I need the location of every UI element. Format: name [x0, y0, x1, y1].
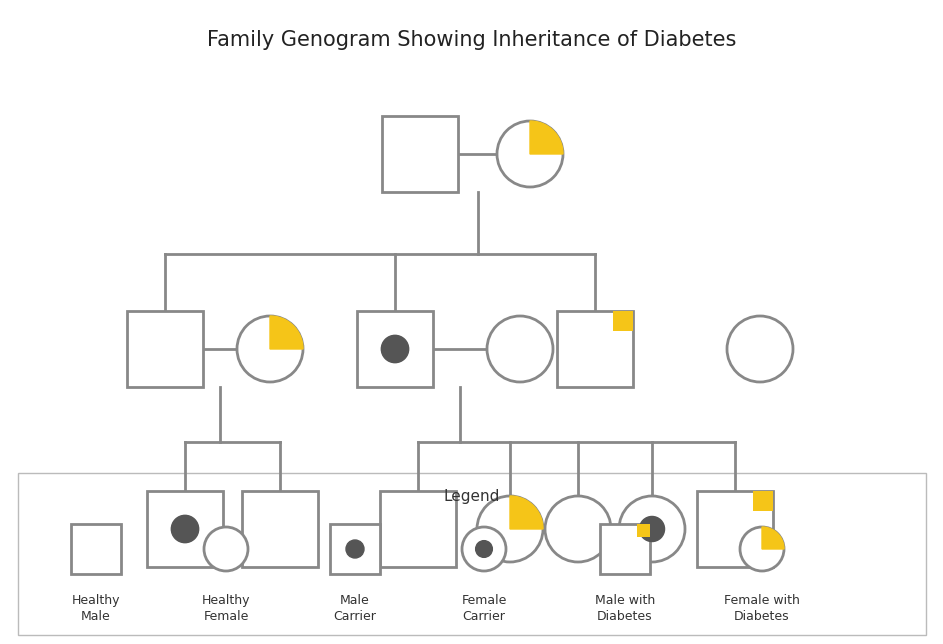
Circle shape — [172, 515, 199, 543]
Bar — [18, 473, 926, 635]
Text: Healthy
Male: Healthy Male — [72, 594, 121, 623]
Bar — [242, 491, 318, 567]
Ellipse shape — [204, 527, 248, 571]
Polygon shape — [510, 496, 543, 529]
Circle shape — [639, 516, 665, 542]
Bar — [147, 491, 223, 567]
Text: Female with
Diabetes: Female with Diabetes — [724, 594, 800, 623]
Bar — [600, 524, 650, 574]
Ellipse shape — [477, 496, 543, 562]
Ellipse shape — [619, 496, 685, 562]
Polygon shape — [762, 527, 784, 549]
Bar — [557, 311, 633, 387]
Text: Legend: Legend — [443, 489, 500, 504]
Bar — [127, 311, 203, 387]
Circle shape — [475, 541, 492, 557]
Ellipse shape — [740, 527, 784, 571]
Bar — [637, 524, 650, 537]
Ellipse shape — [545, 496, 611, 562]
Circle shape — [381, 336, 408, 363]
Bar — [330, 524, 380, 574]
Circle shape — [346, 540, 364, 558]
Bar — [357, 311, 433, 387]
Bar — [380, 491, 456, 567]
Ellipse shape — [487, 316, 553, 382]
Bar — [71, 524, 121, 574]
Text: Female
Carrier: Female Carrier — [461, 594, 506, 623]
Bar — [697, 491, 773, 567]
Polygon shape — [530, 121, 563, 154]
Text: Male with
Diabetes: Male with Diabetes — [595, 594, 655, 623]
Bar — [753, 491, 773, 511]
Text: Family Genogram Showing Inheritance of Diabetes: Family Genogram Showing Inheritance of D… — [207, 30, 736, 50]
Ellipse shape — [727, 316, 793, 382]
Polygon shape — [270, 316, 303, 349]
Bar — [613, 311, 633, 331]
Ellipse shape — [237, 316, 303, 382]
Ellipse shape — [497, 121, 563, 187]
Bar — [382, 116, 458, 192]
Text: Healthy
Female: Healthy Female — [202, 594, 250, 623]
Text: Male
Carrier: Male Carrier — [334, 594, 376, 623]
Ellipse shape — [462, 527, 506, 571]
